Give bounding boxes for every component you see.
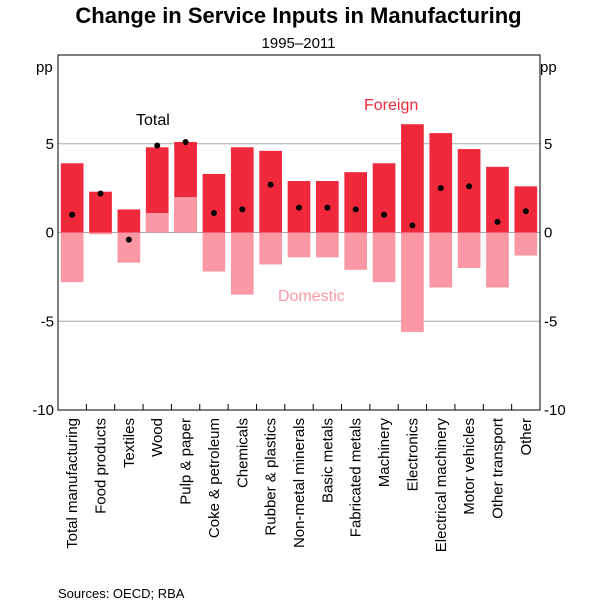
ticks (85, 404, 513, 410)
bar-domestic (457, 232, 481, 268)
bar-domestic (259, 232, 282, 265)
bar-domestic (486, 232, 509, 288)
bar-foreign (344, 172, 368, 233)
x-tick-label: Textiles (121, 418, 138, 468)
bar-foreign (60, 163, 84, 233)
point-total (494, 218, 501, 225)
bar-foreign (259, 150, 282, 233)
point-total (239, 206, 246, 213)
y-tick-labels-right: 5 0 -5 -10 (544, 136, 566, 419)
x-tick-label: Other transport (489, 417, 506, 519)
x-tick-label: Rubber & plastics (263, 418, 280, 536)
chart-title: Change in Service Inputs in Manufacturin… (75, 3, 521, 28)
bar-foreign (230, 147, 254, 233)
bar-foreign (429, 133, 453, 233)
point-total (352, 206, 359, 213)
x-tick-label: Total manufacturing (64, 418, 81, 549)
bar-domestic (344, 232, 368, 270)
point-total (409, 222, 416, 229)
bar-foreign (145, 147, 169, 233)
bar-domestic (401, 232, 424, 332)
bar-domestic (230, 232, 254, 295)
x-tick-label: Pulp & paper (178, 418, 195, 505)
bars (60, 124, 538, 332)
point-total (154, 142, 161, 149)
x-tick-label: Motor vehicles (461, 418, 478, 515)
y-tick-label-left: 0 (46, 225, 54, 242)
bar-foreign (457, 149, 481, 233)
bar-foreign (372, 163, 396, 233)
x-tick-label: Electrical machinery (433, 418, 450, 553)
bar-foreign (202, 173, 226, 233)
y-tick-label-right: 5 (544, 136, 552, 153)
bar-domestic (60, 232, 84, 283)
bar-domestic (117, 232, 141, 263)
y-tick-label-right: 0 (544, 225, 552, 242)
y-tick-label-right: -5 (544, 313, 557, 330)
x-tick-label: Coke & petroleum (206, 418, 223, 538)
y-tick-label-right: -10 (544, 402, 566, 419)
legend-total: Total (136, 112, 170, 129)
point-total (97, 190, 104, 197)
x-tick-label: Other (518, 418, 535, 456)
y-tick-label-left: -10 (32, 402, 54, 419)
chart-subtitle: 1995–2011 (262, 35, 336, 52)
y-axis-unit-left: pp (36, 59, 53, 76)
x-tick-labels: Total manufacturing Food products Textiles… (64, 417, 535, 552)
bar-foreign (117, 209, 141, 233)
y-axis-unit-right: pp (540, 59, 557, 76)
point-total (210, 209, 217, 216)
point-total (437, 185, 444, 192)
bar-domestic (514, 232, 538, 256)
point-total (182, 138, 189, 145)
point-total (267, 181, 274, 188)
x-tick-label: Wood (149, 418, 166, 457)
bar-foreign (89, 191, 112, 233)
x-tick-label: Non-metal minerals (291, 418, 308, 548)
point-total (324, 204, 331, 211)
bar-domestic (429, 232, 453, 288)
bar-domestic (89, 232, 112, 235)
legend-foreign: Foreign (364, 97, 418, 114)
plot-frame (57, 54, 541, 411)
x-tick-label: Basic metals (319, 418, 336, 503)
x-tick-label: Fabricated metals (348, 418, 365, 537)
x-tick-label: Chemicals (234, 418, 251, 488)
y-tick-label-left: 5 (46, 136, 54, 153)
x-tick-label: Electronics (404, 418, 421, 491)
source-note: Sources: OECD; RBA (58, 586, 185, 601)
bar-domestic (174, 197, 197, 233)
point-total (381, 211, 388, 218)
point-total (522, 208, 529, 215)
total-points (69, 138, 529, 243)
x-tick-label: Food products (93, 418, 110, 514)
bar-domestic (372, 232, 396, 283)
x-tick-label: Machinery (376, 418, 393, 488)
point-total (125, 236, 132, 243)
bar-foreign (401, 124, 424, 233)
point-total (69, 211, 76, 218)
y-tick-labels-left: 5 0 -5 -10 (32, 136, 54, 419)
bar-domestic (145, 212, 169, 233)
y-tick-label-left: -5 (41, 313, 54, 330)
point-total (296, 204, 302, 211)
bar-domestic (316, 232, 339, 258)
bar-domestic (202, 232, 226, 272)
bar-domestic (287, 232, 311, 258)
point-total (466, 183, 473, 190)
bar-foreign (486, 166, 509, 233)
legend-domestic: Domestic (278, 288, 345, 305)
